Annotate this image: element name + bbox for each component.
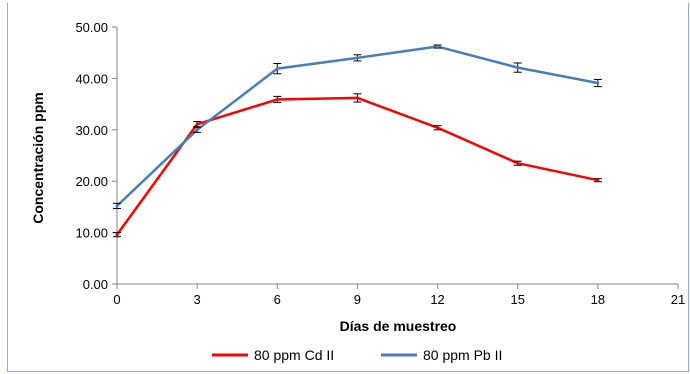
data-point (596, 81, 600, 85)
legend-label: 80 ppm Pb II (423, 347, 502, 363)
y-tick-label: 0.00 (83, 277, 108, 292)
axes: 0.00 10.00 20.00 30.00 40.00 50.00 0 3 6 9 12 15 18 2… (75, 20, 685, 307)
x-tick-label: 0 (113, 292, 120, 307)
x-tick-label: 3 (194, 292, 201, 307)
legend: 80 ppm Cd II 80 ppm Pb II (212, 347, 502, 363)
y-tick-label: 40.00 (75, 71, 108, 86)
x-tick-label: 6 (274, 292, 281, 307)
x-tick-label: 12 (430, 292, 444, 307)
x-tick-label: 15 (510, 292, 524, 307)
y-tick-label: 10.00 (75, 226, 108, 241)
data-point (516, 66, 520, 70)
x-axis-title: Días de muestreo (340, 318, 457, 334)
series-layer (113, 44, 602, 238)
x-tick-label: 21 (671, 292, 685, 307)
legend-item: 80 ppm Pb II (381, 347, 502, 363)
data-point (195, 122, 199, 126)
data-point (436, 126, 440, 130)
series-line (115, 96, 599, 236)
x-tick-label: 9 (354, 292, 361, 307)
data-point (355, 56, 359, 60)
data-point (516, 161, 520, 165)
y-tick-label: 20.00 (75, 174, 108, 189)
data-point (195, 128, 199, 132)
data-point (596, 178, 600, 182)
chart-frame (7, 3, 689, 372)
y-axis-title: Concentración ppm (30, 92, 46, 223)
x-tick-label: 18 (591, 292, 605, 307)
legend-label: 80 ppm Cd II (254, 347, 334, 363)
series-2 (113, 44, 602, 209)
legend-item: 80 ppm Cd II (212, 347, 334, 363)
series-line (116, 45, 599, 207)
y-tick-label: 30.00 (75, 123, 108, 138)
data-point (436, 45, 440, 49)
series-1 (113, 93, 602, 238)
data-point (275, 97, 279, 101)
y-tick-label: 50.00 (75, 20, 108, 35)
data-point (355, 96, 359, 100)
data-point (275, 67, 279, 71)
data-point (115, 204, 119, 208)
data-point (115, 233, 119, 237)
